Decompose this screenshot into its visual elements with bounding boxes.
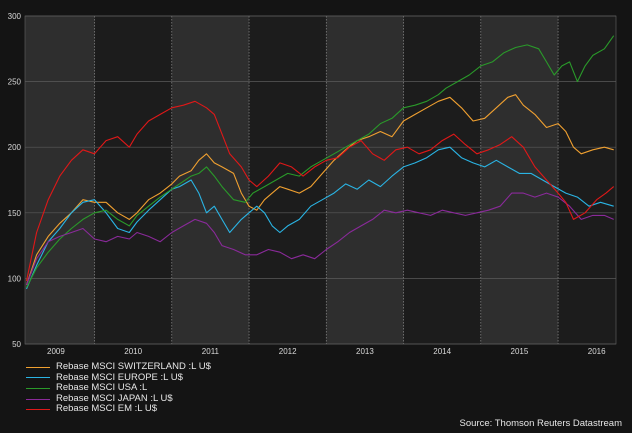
y-tick-label: 300 [8,12,22,21]
source-note: Source: Thomson Reuters Datastream [459,418,622,429]
x-axis-ticks: 2009 2010 2011 2012 2013 2014 2015 2016 [47,347,606,356]
series-lines [25,35,615,290]
year-bands [25,16,559,344]
legend-item: Rebase MSCI EM :L U$ [26,404,211,415]
legend-item: Rebase MSCI EUROPE :L U$ [26,371,211,384]
series-line-3 [25,192,614,286]
year-band-2009 [25,16,95,344]
legend-item: Rebase MSCI USA :L [26,383,211,394]
legend-swatch [26,377,50,379]
legend: Rebase MSCI SWITZERLAND :L U$ Rebase MSCI… [26,361,211,415]
legend-swatch [26,366,50,368]
plot-frame [24,15,617,345]
series-line-1 [25,146,614,290]
legend-item: Rebase MSCI JAPAN :L U$ [26,392,211,405]
series-line-0 [25,94,614,286]
x-tick-label: 2011 [202,347,220,356]
x-tick-label: 2014 [433,347,451,356]
year-band-2011 [171,16,250,344]
y-tick-label: 100 [8,274,22,283]
y-axis-ticks: 50 100 150 200 250 300 [8,12,22,349]
legend-swatch [26,387,50,389]
legend-label: Rebase MSCI EUROPE :L U$ [56,371,183,383]
x-tick-label: 2015 [511,347,529,356]
legend-label: Rebase MSCI EM :L U$ [56,403,158,415]
legend-label: Rebase MSCI USA :L [56,382,148,394]
legend-label: Rebase MSCI SWITZERLAND :L U$ [56,361,211,372]
x-tick-label: 2016 [588,347,606,356]
x-tick-label: 2009 [47,347,65,356]
legend-label: Rebase MSCI JAPAN :L U$ [56,392,173,404]
year-band-2015 [480,16,559,344]
legend-swatch [26,398,50,400]
x-tick-label: 2010 [124,347,142,356]
y-tick-label: 200 [8,143,22,152]
legend-swatch [26,409,50,411]
series-line-4 [25,100,615,282]
legend-item: Rebase MSCI SWITZERLAND :L U$ [26,361,211,373]
year-band-2013 [326,16,404,344]
series-line-2 [26,35,615,288]
x-tick-label: 2013 [356,347,374,356]
y-tick-label: 250 [8,78,22,87]
grid-lines [24,15,617,345]
x-tick-label: 2012 [279,347,297,356]
y-tick-label: 150 [8,209,22,218]
y-tick-label: 50 [12,340,21,349]
